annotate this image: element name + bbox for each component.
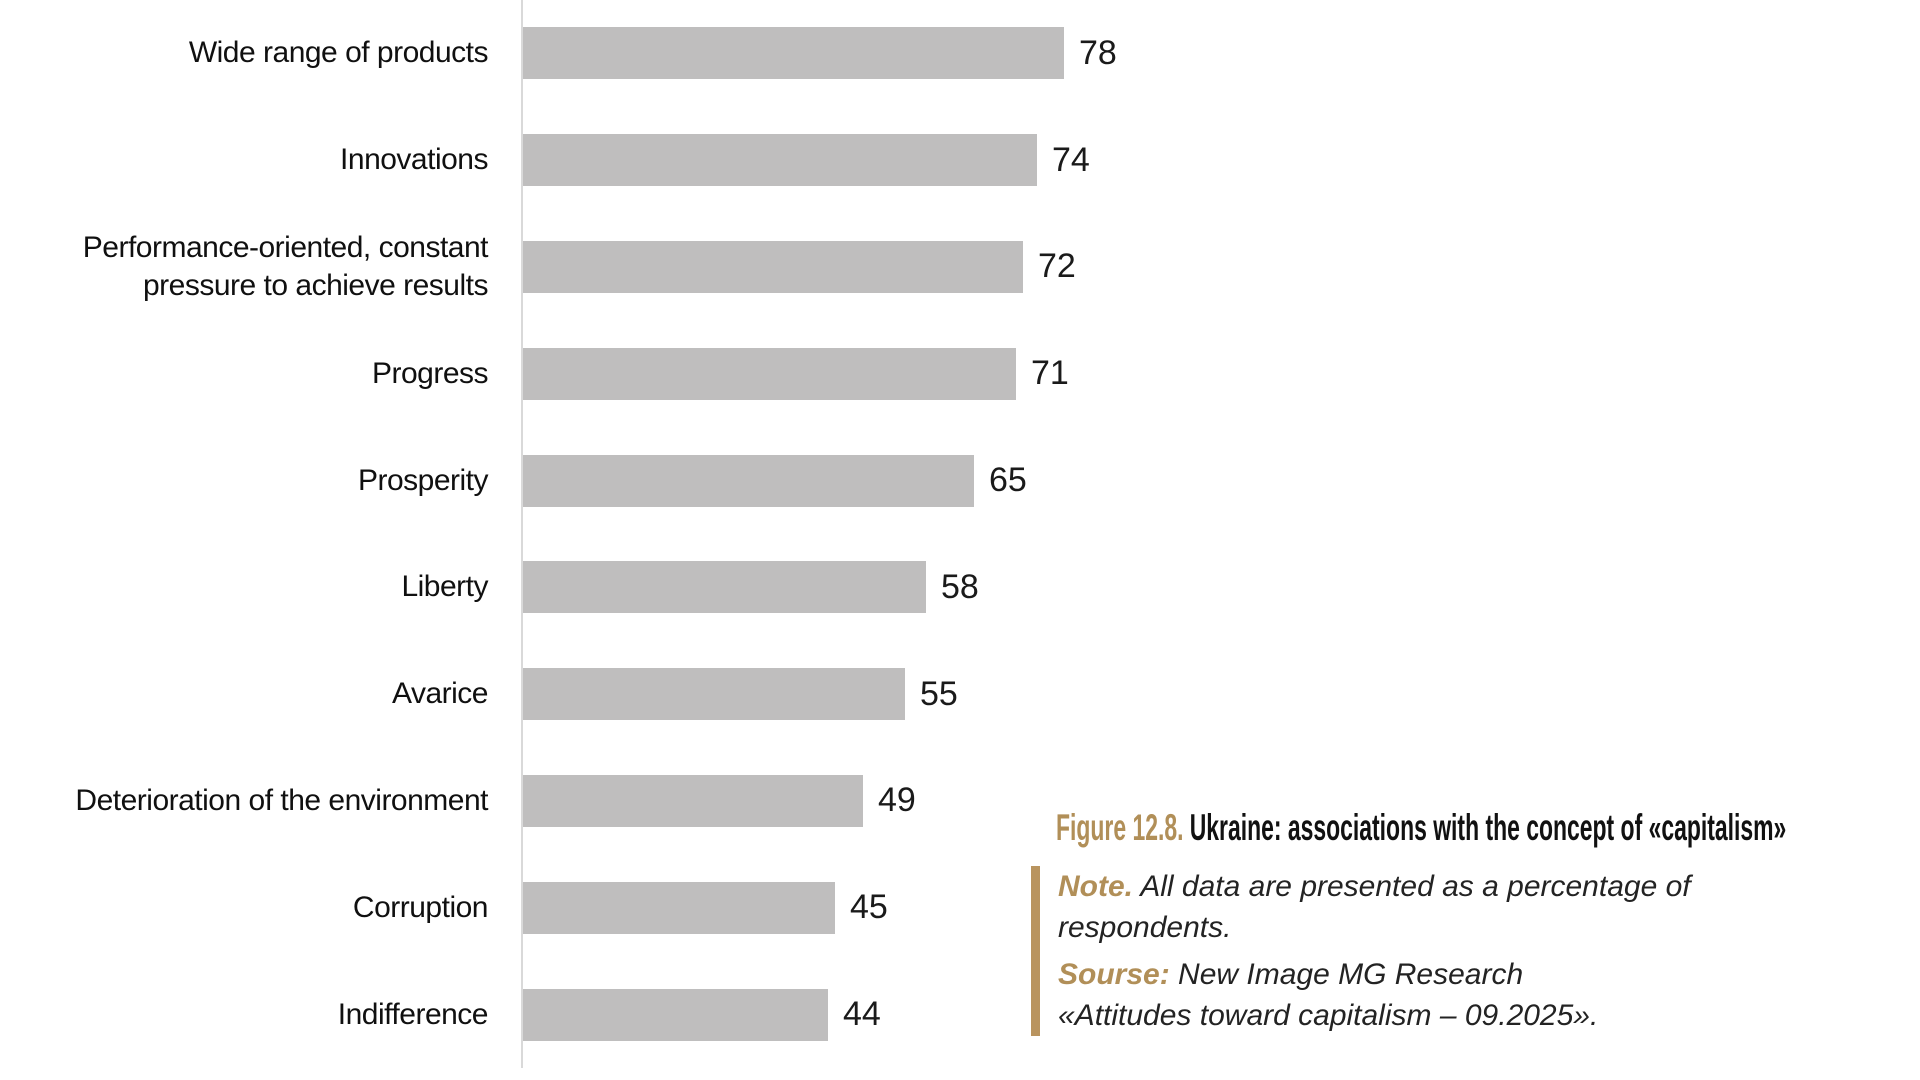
value-label: 71 — [1031, 354, 1069, 393]
bar — [523, 347, 1016, 400]
value-label: 65 — [989, 461, 1027, 500]
bar-area: 72 — [523, 214, 1076, 321]
category-label: Prosperity — [357, 463, 489, 497]
bar-area: 78 — [523, 0, 1117, 107]
value-label: 78 — [1079, 33, 1117, 72]
bar-area: 49 — [523, 748, 916, 855]
chart-row: Deterioration of the environment 49 — [0, 748, 1920, 855]
source-text-line2: «Attitudes toward capitalism – 09.2025». — [1058, 999, 1599, 1032]
chart-row: Wide range of products 78 — [0, 0, 1920, 107]
source-text-line1: New Image MG Research — [1178, 958, 1524, 991]
chart-row: Corruption 45 — [0, 854, 1920, 961]
note-block: Note. All data are presented as a percen… — [1031, 866, 1758, 1036]
category-label: Avarice — [392, 677, 489, 711]
category-label: Innovations — [340, 143, 488, 177]
chart-row: Liberty 58 — [0, 534, 1920, 641]
chart-row: Progress 71 — [0, 320, 1920, 427]
figure-caption: Figure 12.8. Ukraine: associations with t… — [1056, 806, 1786, 850]
category-axis-line — [521, 0, 523, 1068]
note-paragraph: Note. All data are presented as a percen… — [1058, 866, 1758, 948]
value-label: 45 — [850, 888, 888, 927]
category-label: Performance-oriented, constant pressure … — [82, 230, 489, 302]
bar — [523, 454, 974, 507]
bar — [523, 988, 828, 1041]
bar-area: 65 — [523, 427, 1027, 534]
bar — [523, 881, 835, 934]
source-label: Sourse: — [1058, 958, 1170, 991]
value-label: 55 — [920, 674, 958, 713]
value-label: 72 — [1038, 247, 1076, 286]
category-label: Indifference — [337, 997, 489, 1031]
bar — [523, 668, 905, 721]
source-paragraph: Sourse: New Image MG Research «Attitudes… — [1058, 954, 1758, 1036]
value-label: 74 — [1052, 140, 1090, 179]
bar — [523, 134, 1037, 187]
chart-row: Indifference 44 — [0, 961, 1920, 1068]
note-label: Note. — [1058, 870, 1133, 903]
bar — [523, 774, 863, 827]
bar-area: 45 — [523, 854, 888, 961]
category-label: Wide range of products — [188, 36, 489, 70]
category-label: Liberty — [401, 570, 488, 604]
chart-row: Prosperity 65 — [0, 427, 1920, 534]
bar-area: 44 — [523, 961, 881, 1068]
note-text: All data are presented as a percentage o… — [1058, 870, 1691, 944]
value-label: 44 — [843, 995, 881, 1034]
bar — [523, 27, 1064, 80]
category-label: Corruption — [352, 890, 489, 924]
bar-area: 58 — [523, 534, 979, 641]
chart-row: Avarice 55 — [0, 641, 1920, 748]
figure-number: Figure 12.8. — [1056, 807, 1184, 848]
bar-area: 74 — [523, 107, 1090, 214]
bar — [523, 561, 926, 614]
value-label: 49 — [878, 781, 916, 820]
figure-title: Ukraine: associations with the concept o… — [1189, 807, 1787, 848]
category-label: Deterioration of the environment — [75, 783, 488, 817]
bar-area: 71 — [523, 320, 1069, 427]
bar — [523, 240, 1023, 293]
bar-area: 55 — [523, 641, 958, 748]
category-label: Progress — [371, 356, 489, 390]
chart-row: Performance-oriented, constant pressure … — [0, 214, 1920, 321]
chart-row: Innovations 74 — [0, 107, 1920, 214]
value-label: 58 — [941, 567, 979, 606]
